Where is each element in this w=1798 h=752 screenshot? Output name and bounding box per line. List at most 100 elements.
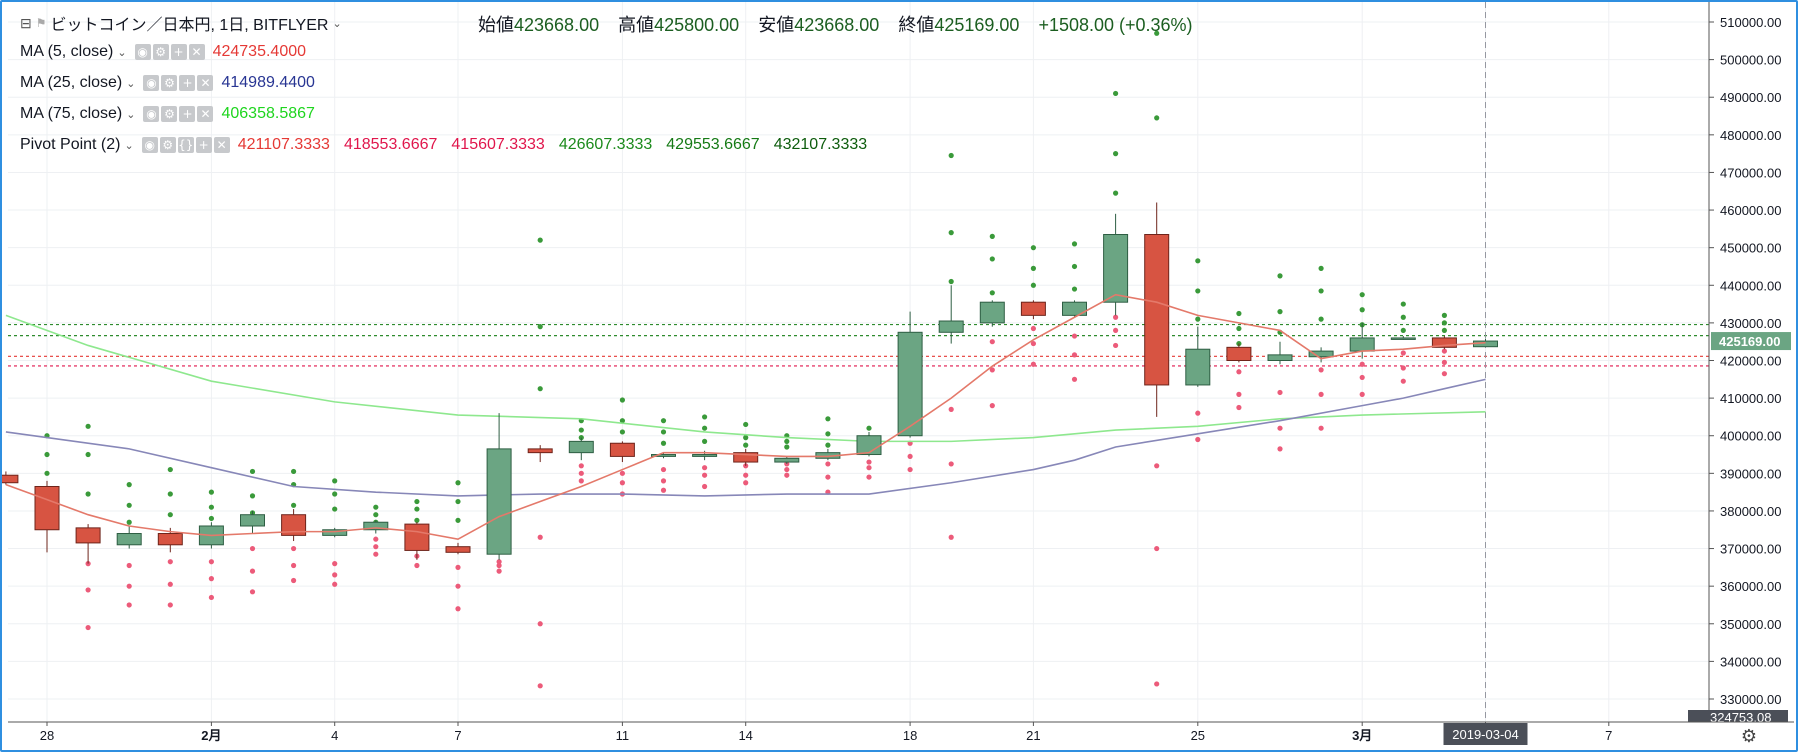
flag-icon[interactable]: ⚑ (35, 16, 47, 30)
indicator-pivot-point[interactable]: Pivot Point (2) ⌄ ◉ ⚙{} + ✕ 421107.3333 4185… (20, 136, 881, 154)
pivot-dot-support (249, 568, 256, 574)
pivot-dot-support (743, 472, 749, 478)
symbol-title[interactable]: ビットコイン／日本円, 1日, BITFLYER (50, 17, 329, 34)
indicator-name[interactable]: Pivot Point (2) (20, 136, 121, 153)
pivot-dot-resistance (989, 290, 995, 296)
chevron-down-icon[interactable]: ⌄ (124, 139, 134, 152)
pivot-dot-resistance (85, 491, 91, 497)
pivot-dot-resistance (332, 478, 338, 484)
pivot-dot-support (948, 534, 954, 540)
pivot-dot-resistance (85, 423, 91, 429)
plus-icon[interactable]: + (179, 75, 196, 91)
plus-icon[interactable]: + (195, 137, 212, 153)
bottom-price-label: 324753.08 (1710, 710, 1771, 725)
pivot-dot-support (291, 577, 297, 584)
pivot-dot-support (1277, 446, 1283, 452)
cursor-date-badge (1443, 723, 1528, 745)
pivot-value: 426607.3333 (558, 136, 653, 153)
pivot-dot-support (825, 474, 831, 480)
pivot-dot-resistance (373, 504, 379, 510)
pivot-dot-support (1195, 410, 1201, 416)
plus-icon[interactable]: + (170, 44, 187, 60)
title-row: ⊟ ⚑ ビットコイン／日本円, 1日, BITFLYER ⌄ (20, 11, 350, 35)
gear-icon[interactable]: ⚙ (161, 106, 178, 122)
pivot-dot-support (948, 461, 954, 467)
pivot-dot-resistance (1277, 309, 1283, 315)
close-icon[interactable]: ✕ (197, 106, 214, 122)
eye-icon[interactable]: ◉ (134, 44, 151, 60)
close-icon[interactable]: ✕ (213, 137, 230, 153)
pivot-dot-support (1441, 371, 1447, 377)
pivot-dot-resistance (1441, 327, 1447, 334)
pivot-dot-resistance (126, 502, 132, 508)
collapse-icon[interactable]: ⊟ (20, 14, 32, 31)
chevron-down-icon[interactable]: ⌄ (117, 46, 127, 59)
candle-body (363, 521, 389, 531)
close-icon[interactable]: ✕ (188, 44, 205, 60)
pivot-dot-resistance (414, 506, 420, 512)
pivot-dot-support (537, 621, 543, 627)
pivot-dot-resistance (1154, 115, 1160, 121)
pivot-dot-support (455, 606, 461, 612)
pivot-dot-support (537, 534, 543, 540)
pivot-value: 429553.6667 (666, 136, 760, 153)
indicator-ma25[interactable]: MA (25, close) ⌄ ◉ ⚙ + ✕ 414989.4400 (20, 74, 329, 92)
pivot-dot-support (85, 624, 91, 631)
chevron-down-icon[interactable]: ⌄ (126, 77, 136, 90)
ma5-line (5, 293, 1486, 540)
gear-icon[interactable]: ⚙ (159, 137, 176, 153)
candle-body (979, 301, 1005, 324)
time-tick-label: 4 (331, 728, 338, 743)
pivot-dot-resistance (1195, 258, 1201, 264)
pivot-dot-resistance (743, 421, 749, 428)
ohlc-readout: 始値423668.00 高値425800.00 安値423668.00 終値42… (478, 11, 1207, 37)
pivot-dot-support (1071, 376, 1078, 382)
candle-body (34, 485, 60, 531)
indicator-ma5[interactable]: MA (5, close) ⌄ ◉ ⚙ + ✕ 424735.4000 (20, 43, 320, 61)
pivot-dot-resistance (455, 498, 461, 505)
candle-body (1185, 348, 1211, 386)
indicator-name[interactable]: MA (25, close) (20, 74, 123, 91)
pivot-dot-support (1071, 352, 1078, 358)
plus-icon[interactable]: + (179, 106, 196, 122)
pivot-dot-support (496, 568, 502, 574)
gear-icon[interactable]: ⚙ (161, 75, 178, 91)
candle-body (1226, 346, 1252, 362)
candle-body (1020, 301, 1046, 316)
gear-icon[interactable]: ⚙ (152, 44, 169, 60)
pivot-dot-resistance (989, 233, 995, 239)
pivot-dot-resistance (1113, 90, 1119, 97)
last-price-badge (1711, 332, 1791, 351)
gear-icon[interactable]: ⚙ (1741, 726, 1757, 746)
close-icon[interactable]: ✕ (197, 75, 214, 91)
candle-body (322, 529, 348, 536)
candle-body (445, 546, 471, 553)
pivot-dot-resistance (948, 278, 954, 285)
pivot-dot-support (332, 581, 338, 587)
pivot-dot-support (126, 562, 132, 569)
indicator-ma75[interactable]: MA (75, close) ⌄ ◉ ⚙ + ✕ 406358.5867 (20, 105, 329, 123)
price-tick-label: 460000.00 (1720, 203, 1781, 218)
indicator-name[interactable]: MA (75, close) (20, 105, 123, 122)
pivot-dot-support (907, 466, 913, 473)
indicator-name[interactable]: MA (5, close) (20, 43, 114, 60)
pivot-dot-resistance (1318, 265, 1324, 271)
eye-icon[interactable]: ◉ (143, 75, 160, 91)
chevron-down-icon[interactable]: ⌄ (126, 108, 136, 121)
eye-icon[interactable]: ◉ (141, 137, 158, 153)
chevron-down-icon[interactable]: ⌄ (332, 17, 342, 30)
pivot-dot-resistance (208, 504, 214, 510)
pivot-dot-support (455, 583, 461, 589)
time-tick-label: 7 (454, 728, 461, 743)
pivot-dot-support (1359, 374, 1365, 381)
pivot-dot-resistance (414, 517, 420, 523)
candle-body (774, 457, 800, 463)
pivot-dot-support (948, 406, 954, 412)
pivot-dot-support (249, 589, 256, 595)
pivot-dot-resistance (537, 324, 543, 330)
source-code-icon[interactable]: {} (177, 137, 194, 153)
price-tick-label: 490000.00 (1720, 90, 1781, 105)
eye-icon[interactable]: ◉ (143, 106, 160, 122)
candle-body (651, 454, 676, 457)
